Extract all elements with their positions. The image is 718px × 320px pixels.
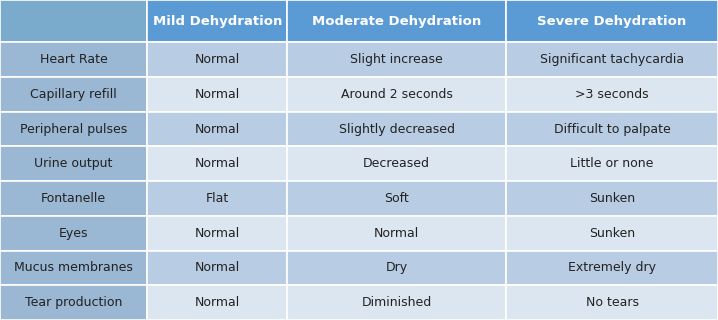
Text: Little or none: Little or none <box>570 157 654 170</box>
Text: Decreased: Decreased <box>363 157 430 170</box>
Bar <box>0 147 147 181</box>
Text: Mild Dehydration: Mild Dehydration <box>152 15 282 28</box>
Text: Peripheral pulses: Peripheral pulses <box>20 123 127 136</box>
Text: Normal: Normal <box>195 261 240 275</box>
Bar <box>0 77 147 112</box>
Bar <box>147 216 287 251</box>
Bar <box>147 147 287 181</box>
Bar <box>506 77 718 112</box>
Text: Normal: Normal <box>195 53 240 66</box>
Bar <box>287 251 506 285</box>
Bar <box>287 112 506 147</box>
Bar <box>287 216 506 251</box>
Text: Dry: Dry <box>386 261 408 275</box>
Bar <box>287 147 506 181</box>
Bar <box>147 77 287 112</box>
Bar <box>506 112 718 147</box>
Text: Normal: Normal <box>195 227 240 240</box>
Text: Slightly decreased: Slightly decreased <box>339 123 454 136</box>
Bar <box>506 147 718 181</box>
Bar <box>506 0 718 42</box>
Text: >3 seconds: >3 seconds <box>575 88 649 101</box>
Text: Urine output: Urine output <box>34 157 113 170</box>
Bar <box>147 251 287 285</box>
Bar <box>506 42 718 77</box>
Bar <box>0 42 147 77</box>
Text: Fontanelle: Fontanelle <box>41 192 106 205</box>
Text: Heart Rate: Heart Rate <box>39 53 108 66</box>
Bar <box>287 285 506 320</box>
Bar <box>506 285 718 320</box>
Text: Capillary refill: Capillary refill <box>30 88 117 101</box>
Text: Extremely dry: Extremely dry <box>568 261 656 275</box>
Text: Significant tachycardia: Significant tachycardia <box>540 53 684 66</box>
Text: Severe Dehydration: Severe Dehydration <box>538 15 686 28</box>
Bar <box>0 0 147 42</box>
Bar <box>147 112 287 147</box>
Bar <box>0 181 147 216</box>
Text: Normal: Normal <box>195 296 240 309</box>
Bar <box>0 112 147 147</box>
Text: Slight increase: Slight increase <box>350 53 443 66</box>
Text: Normal: Normal <box>195 157 240 170</box>
Text: Diminished: Diminished <box>362 296 432 309</box>
Text: No tears: No tears <box>586 296 638 309</box>
Text: Sunken: Sunken <box>589 192 635 205</box>
Text: Tear production: Tear production <box>25 296 122 309</box>
Text: Eyes: Eyes <box>59 227 88 240</box>
Text: Normal: Normal <box>195 88 240 101</box>
Bar <box>0 251 147 285</box>
Text: Moderate Dehydration: Moderate Dehydration <box>312 15 481 28</box>
Text: Mucus membranes: Mucus membranes <box>14 261 133 275</box>
Text: Flat: Flat <box>205 192 229 205</box>
Bar <box>147 42 287 77</box>
Bar <box>506 251 718 285</box>
Bar <box>287 0 506 42</box>
Text: Normal: Normal <box>195 123 240 136</box>
Text: Sunken: Sunken <box>589 227 635 240</box>
Bar <box>287 42 506 77</box>
Bar <box>147 181 287 216</box>
Bar <box>506 216 718 251</box>
Bar <box>147 0 287 42</box>
Bar <box>287 77 506 112</box>
Text: Normal: Normal <box>374 227 419 240</box>
Bar <box>0 285 147 320</box>
Bar <box>0 216 147 251</box>
Text: Around 2 seconds: Around 2 seconds <box>341 88 452 101</box>
Bar <box>287 181 506 216</box>
Bar <box>506 181 718 216</box>
Text: Difficult to palpate: Difficult to palpate <box>554 123 671 136</box>
Bar <box>147 285 287 320</box>
Text: Soft: Soft <box>384 192 409 205</box>
